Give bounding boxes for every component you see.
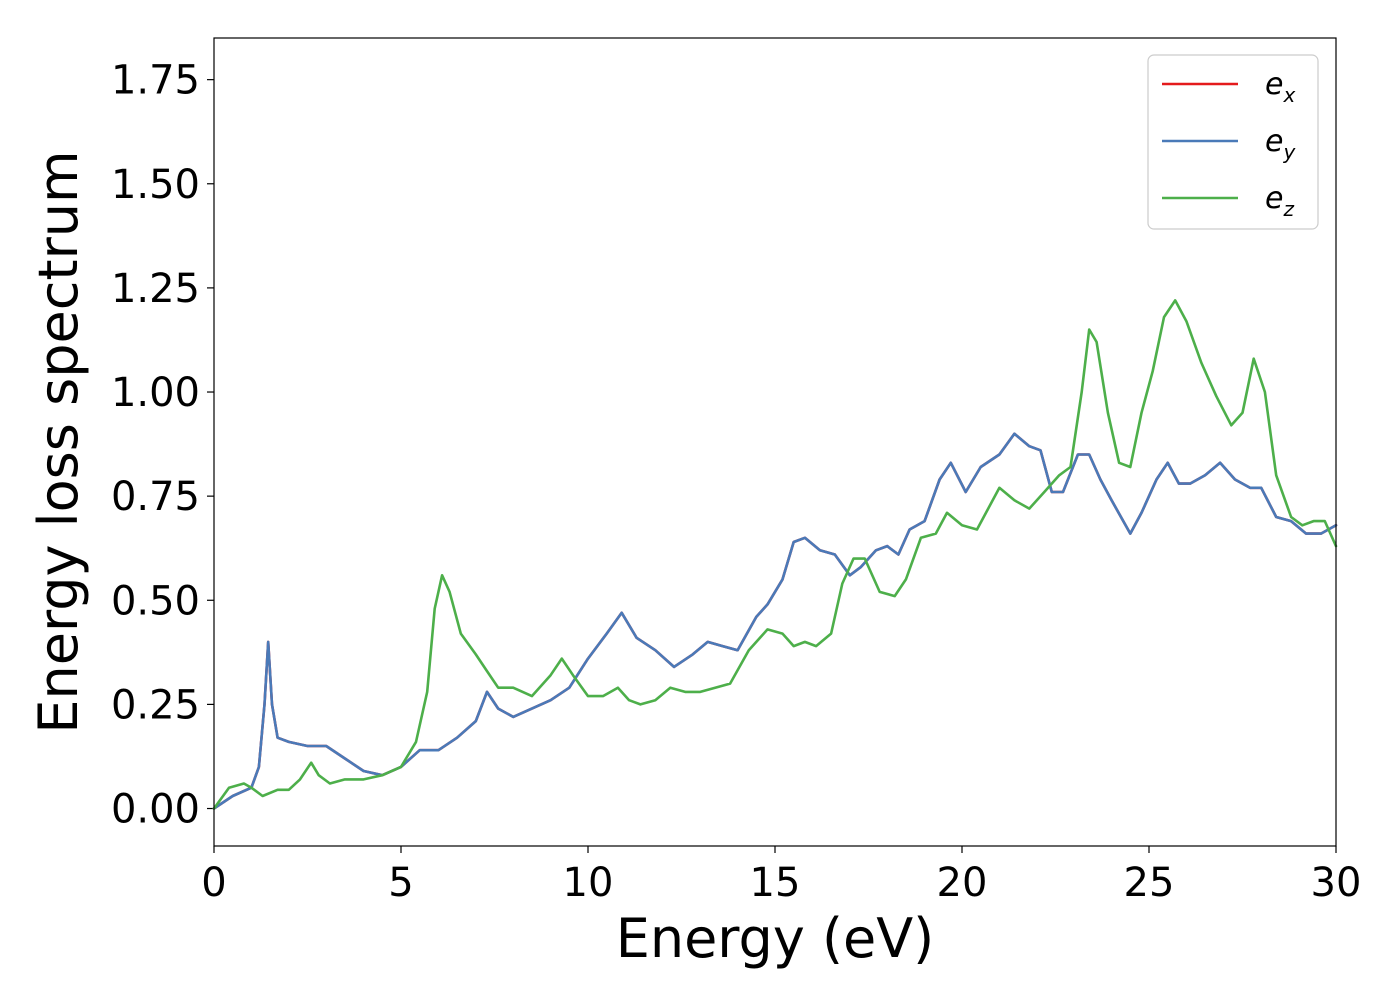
y-tick-label: 1.00: [111, 370, 200, 416]
x-tick-label: 5: [388, 860, 413, 906]
y-tick-label: 0.25: [111, 682, 200, 728]
x-tick-label: 0: [201, 860, 226, 906]
x-tick-label: 20: [937, 860, 988, 906]
y-tick-label: 1.25: [111, 266, 200, 312]
x-axis-label: Energy (eV): [616, 907, 935, 970]
legend-subscript: y: [1282, 140, 1296, 164]
y-tick-label: 0.00: [111, 787, 200, 833]
y-axis-label: Energy loss spectrum: [27, 150, 90, 733]
legend-subscript: x: [1282, 83, 1295, 107]
y-tick-label: 0.75: [111, 474, 200, 520]
plot-frame: [213, 37, 1337, 847]
x-tick-label: 30: [1311, 860, 1362, 906]
x-axis-ticks: 0 5 10 15 20 25 30: [201, 846, 1361, 906]
y-tick-label: 0.50: [111, 578, 200, 624]
y-tick-label: 1.50: [111, 162, 200, 208]
legend-subscript: z: [1282, 197, 1294, 221]
series-line-ez: [212, 299, 1338, 810]
x-tick-label: 15: [750, 860, 801, 906]
x-tick-label: 25: [1124, 860, 1175, 906]
legend-label-ey: ey: [1265, 124, 1296, 164]
x-tick-label: 10: [563, 860, 614, 906]
series-lines: [212, 299, 1338, 810]
y-tick-label: 1.75: [111, 58, 200, 104]
y-axis-ticks: 0.00 0.25 0.50 0.75 1.00 1.25 1.50 1.75: [111, 58, 214, 833]
